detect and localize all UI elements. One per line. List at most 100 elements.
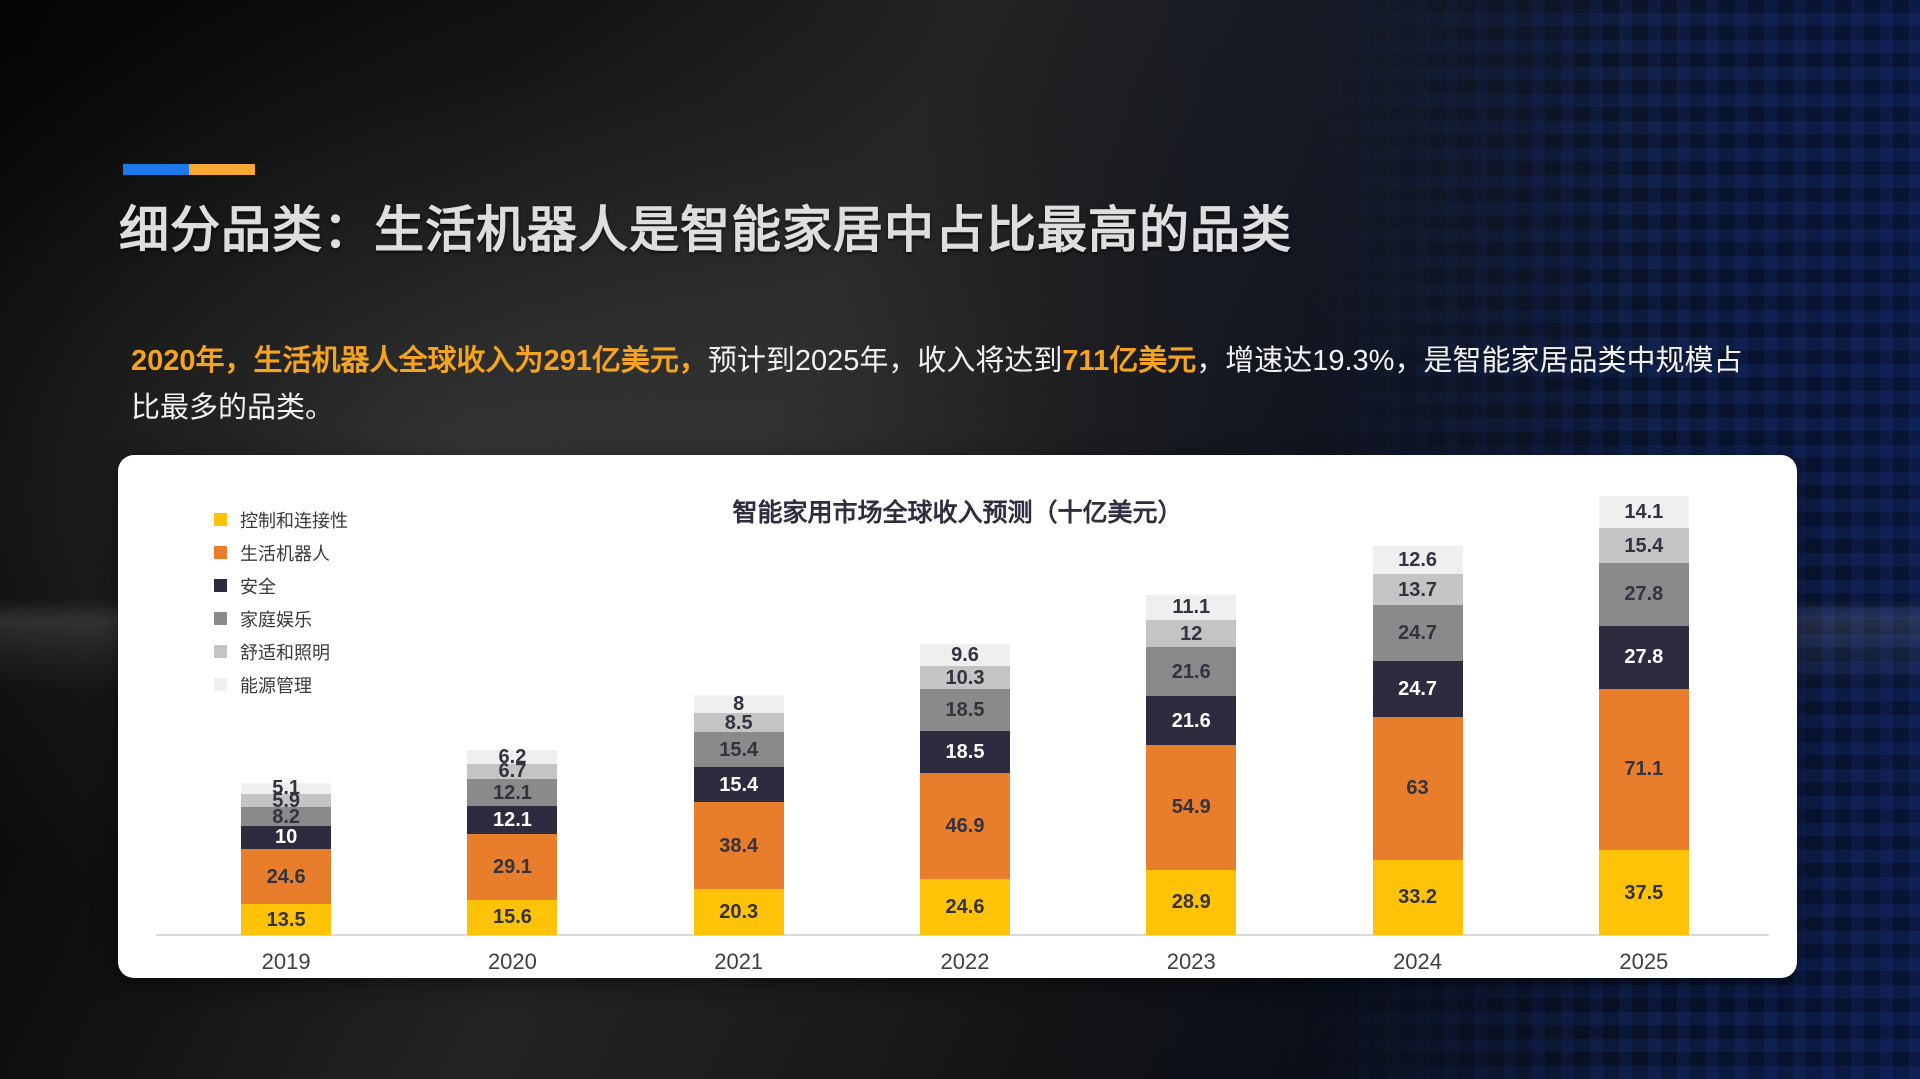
bar-segment: 20.3 (693, 889, 784, 935)
title-accent-bar (123, 164, 255, 175)
segment-value-label: 10 (275, 826, 298, 849)
segment-value-label: 18.5 (945, 741, 985, 764)
bar-segment: 12.6 (1372, 545, 1463, 575)
x-axis-label: 2023 (1166, 949, 1216, 974)
bar-segment: 10.3 (919, 665, 1010, 690)
legend-swatch-icon (214, 546, 227, 559)
bar-segment: 5.1 (241, 778, 332, 798)
bar-group-2020: 15.6 29.1 12.1 12.1 6.7 6.2 2020 (399, 494, 625, 974)
bar-segment: 8.5 (693, 711, 784, 734)
bar-segment: 24.6 (241, 848, 332, 905)
segment-value-label: 24.7 (1398, 622, 1438, 645)
bar-segment: 29.1 (467, 833, 558, 900)
segment-value-label: 12.6 (1398, 548, 1438, 571)
segment-value-label: 63 (1406, 777, 1429, 800)
segment-value-label: 54.9 (1171, 796, 1211, 819)
bar-segment: 24.6 (919, 879, 1010, 935)
stacked-bar: 24.6 46.9 18.5 18.5 10.3 9.6 (919, 644, 1010, 935)
stacked-bar: 37.5 71.1 27.8 27.8 15.4 14.1 (1598, 496, 1689, 935)
legend-swatch-icon (214, 579, 227, 592)
bar-segment: 71.1 (1598, 688, 1689, 851)
segment-value-label: 8.2 (272, 805, 301, 828)
legend-label: 安全 (240, 576, 276, 597)
x-axis-label: 2022 (940, 949, 990, 974)
bar-segment: 14.1 (1598, 496, 1689, 529)
bar-segment: 54.9 (1146, 745, 1237, 870)
x-axis-line (156, 934, 1769, 936)
segment-value-label: 11.1 (1172, 596, 1211, 619)
bar-segment: 27.8 (1598, 625, 1689, 689)
bar-group-2023: 28.9 54.9 21.6 21.6 12 11.1 2023 (1078, 494, 1304, 974)
segment-value-label: 28.9 (1171, 891, 1211, 914)
legend-swatch-icon (214, 678, 227, 691)
bar-segment: 15.4 (693, 732, 784, 768)
legend-label: 家庭娱乐 (240, 609, 312, 630)
legend-swatch-icon (214, 612, 227, 625)
bar-segment: 8 (693, 692, 784, 715)
legend-swatch-icon (214, 513, 227, 526)
plot-area: 13.5 24.6 10 8.2 5.9 5.1 2019 15.6 29.1 12.1 12.1 6… (173, 494, 1757, 974)
segment-value-label: 29.1 (492, 855, 532, 878)
bar-group-2025: 37.5 71.1 27.8 27.8 15.4 14.1 2025 (1531, 494, 1757, 974)
slide-title: 细分品类：生活机器人是智能家居中占比最高的品类 (119, 202, 1292, 258)
segment-value-label: 21.6 (1171, 660, 1211, 683)
bar-segment: 37.5 (1598, 850, 1689, 935)
bar-segment: 24.7 (1372, 605, 1463, 662)
stacked-bar: 33.2 63 24.7 24.7 13.7 12.6 (1372, 545, 1463, 935)
stacked-bar: 13.5 24.6 10 8.2 5.9 5.1 (241, 778, 332, 935)
segment-value-label: 18.5 (945, 699, 985, 722)
bar-segment: 24.7 (1372, 661, 1463, 718)
bar-segment: 6.7 (467, 760, 558, 783)
segment-value-label: 13.7 (1398, 578, 1438, 601)
segment-value-label: 6.7 (498, 760, 527, 783)
segment-value-label: 14.1 (1624, 501, 1664, 524)
segment-value-label: 8.5 (724, 711, 753, 734)
segment-value-label: 71.1 (1624, 758, 1664, 781)
segment-value-label: 27.8 (1624, 646, 1664, 669)
bar-group-2021: 20.3 38.4 15.4 15.4 8.5 8 2021 (626, 494, 852, 974)
x-axis-label: 2025 (1619, 949, 1669, 974)
bar-segment: 33.2 (1372, 859, 1463, 935)
legend-item: 能源管理 (214, 668, 348, 701)
legend-item: 家庭娱乐 (214, 602, 348, 635)
bar-segment: 9.6 (919, 644, 1010, 666)
segment-value-label: 13.5 (266, 908, 306, 931)
segment-value-label: 12.1 (492, 809, 532, 832)
bar-segment: 15.4 (693, 767, 784, 803)
legend-label: 控制和连接性 (240, 510, 348, 531)
accent-orange-segment (189, 164, 255, 175)
bar-segment: 15.6 (467, 899, 558, 935)
segment-value-label: 15.4 (1624, 534, 1664, 557)
bar-segment: 38.4 (693, 802, 784, 890)
bar-group-2022: 24.6 46.9 18.5 18.5 10.3 9.6 2022 (852, 494, 1078, 974)
x-axis-label: 2020 (487, 949, 537, 974)
x-axis-label: 2021 (714, 949, 764, 974)
segment-value-label: 15.4 (719, 773, 759, 796)
segment-value-label: 5.9 (272, 789, 301, 812)
segment-value-label: 33.2 (1398, 886, 1438, 909)
segment-value-label: 38.4 (719, 834, 759, 857)
bar-segment: 12.1 (467, 778, 558, 807)
bar-segment: 18.5 (919, 731, 1010, 773)
chart-title: 智能家用市场全球收入预测（十亿美元） (732, 499, 1183, 527)
bar-segment: 21.6 (1146, 647, 1237, 697)
chart-card: 智能家用市场全球收入预测（十亿美元） 控制和连接性 生活机器人 安全 家庭娱乐 舒适和照… (118, 455, 1797, 978)
bar-segment: 5.9 (241, 791, 332, 811)
lead-paragraph: 2020年，生活机器人全球收入为291亿美元，预计到2025年，收入将达到711… (131, 338, 1756, 432)
segment-value-label: 5.1 (272, 777, 301, 800)
bar-segment: 6.2 (467, 747, 558, 767)
bar-segment: 13.5 (241, 904, 332, 935)
segment-value-label: 15.6 (492, 906, 532, 929)
segment-value-label: 15.4 (719, 738, 759, 761)
segment-value-label: 8 (733, 692, 745, 715)
segment-value-label: 24.6 (945, 896, 985, 919)
bar-segment: 18.5 (919, 689, 1010, 732)
stacked-bar: 28.9 54.9 21.6 21.6 12 11.1 (1146, 594, 1237, 935)
x-axis-label: 2019 (261, 949, 311, 974)
stacked-bar: 20.3 38.4 15.4 15.4 8.5 8 (693, 692, 784, 935)
legend-swatch-icon (214, 645, 227, 658)
bar-segment: 13.7 (1372, 574, 1463, 606)
segment-value-label: 37.5 (1624, 881, 1664, 904)
bar-segment: 27.8 (1598, 562, 1689, 626)
segment-value-label: 46.9 (945, 815, 985, 838)
